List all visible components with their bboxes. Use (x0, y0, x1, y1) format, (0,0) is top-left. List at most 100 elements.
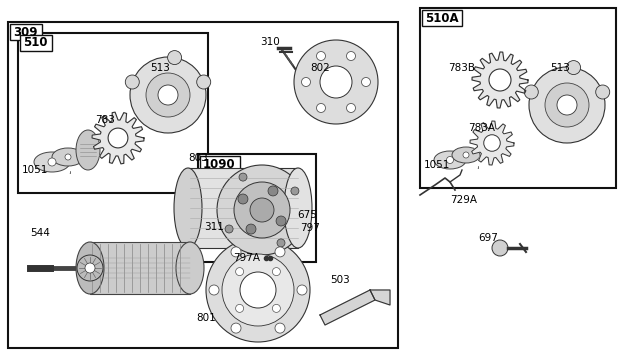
Circle shape (236, 268, 244, 276)
Circle shape (297, 285, 307, 295)
Circle shape (596, 85, 609, 99)
Text: 1090: 1090 (203, 157, 236, 171)
Circle shape (294, 40, 378, 124)
Polygon shape (320, 290, 375, 325)
Circle shape (236, 304, 244, 312)
Text: 513: 513 (550, 63, 570, 73)
Circle shape (272, 304, 280, 312)
Circle shape (463, 152, 469, 158)
Circle shape (240, 272, 276, 308)
Ellipse shape (76, 130, 100, 170)
Circle shape (246, 224, 256, 234)
Circle shape (492, 240, 508, 256)
Text: 310: 310 (260, 37, 280, 47)
Polygon shape (470, 121, 514, 165)
Text: 1051: 1051 (424, 160, 450, 170)
Text: 797A: 797A (233, 253, 260, 263)
Polygon shape (370, 290, 390, 305)
Circle shape (234, 182, 290, 238)
Text: 801: 801 (196, 313, 216, 323)
Circle shape (217, 165, 307, 255)
Circle shape (48, 158, 56, 166)
Circle shape (209, 285, 219, 295)
Circle shape (85, 263, 95, 273)
Polygon shape (472, 52, 528, 108)
Circle shape (320, 66, 352, 98)
Ellipse shape (76, 242, 104, 294)
Circle shape (206, 238, 310, 342)
Text: ͵: ͵ (68, 164, 71, 174)
Circle shape (231, 323, 241, 333)
Circle shape (222, 254, 294, 326)
Text: 510A: 510A (425, 11, 459, 25)
Text: 544: 544 (30, 228, 50, 238)
Circle shape (276, 216, 286, 226)
Circle shape (272, 268, 280, 276)
Text: 797: 797 (300, 223, 320, 233)
Text: 802: 802 (310, 63, 330, 73)
Bar (200, 156, 240, 172)
Circle shape (130, 57, 206, 133)
Text: 1051: 1051 (22, 165, 48, 175)
Circle shape (239, 173, 247, 181)
Text: 510: 510 (23, 37, 48, 49)
Circle shape (525, 85, 538, 99)
Text: 783A: 783A (468, 123, 495, 133)
Circle shape (316, 104, 326, 112)
Circle shape (167, 51, 182, 64)
Ellipse shape (52, 148, 84, 166)
Polygon shape (92, 112, 144, 164)
Ellipse shape (452, 147, 480, 163)
Text: 729A: 729A (450, 195, 477, 205)
Circle shape (65, 154, 71, 160)
Circle shape (197, 75, 211, 89)
Circle shape (361, 78, 371, 87)
Circle shape (489, 69, 511, 91)
Bar (90, 242, 190, 294)
Text: 675: 675 (297, 210, 317, 220)
Bar (8, 22, 398, 348)
Ellipse shape (174, 168, 202, 248)
Text: 783B: 783B (448, 63, 475, 73)
Circle shape (301, 78, 311, 87)
Circle shape (250, 198, 274, 222)
Text: 697: 697 (478, 233, 498, 243)
Circle shape (275, 247, 285, 257)
Circle shape (268, 186, 278, 196)
Circle shape (277, 239, 285, 247)
Ellipse shape (34, 152, 70, 172)
Circle shape (77, 255, 103, 281)
Bar (18, 33, 208, 193)
Circle shape (238, 194, 248, 204)
Bar (198, 154, 316, 262)
Text: 311: 311 (204, 222, 224, 232)
Text: 503: 503 (330, 275, 350, 285)
Bar (420, 8, 616, 188)
Bar (10, 24, 42, 40)
Circle shape (231, 247, 241, 257)
Circle shape (484, 135, 500, 151)
Circle shape (316, 52, 326, 61)
Bar (20, 35, 52, 51)
Circle shape (146, 73, 190, 117)
Bar (188, 168, 298, 248)
Text: eReplacementParts.com: eReplacementParts.com (167, 178, 354, 193)
Text: 309: 309 (13, 26, 37, 38)
Circle shape (158, 85, 178, 105)
Circle shape (108, 128, 128, 148)
Ellipse shape (176, 242, 204, 294)
Text: 783: 783 (95, 115, 115, 125)
Circle shape (125, 75, 140, 89)
Text: ͵: ͵ (476, 159, 479, 169)
Text: 803: 803 (188, 153, 208, 163)
Ellipse shape (284, 168, 312, 248)
Circle shape (557, 95, 577, 115)
Circle shape (545, 83, 589, 127)
Circle shape (529, 67, 605, 143)
Circle shape (347, 52, 355, 61)
Circle shape (225, 225, 233, 233)
Circle shape (347, 104, 355, 112)
Ellipse shape (434, 151, 466, 169)
Circle shape (275, 323, 285, 333)
Text: 513: 513 (150, 63, 170, 73)
